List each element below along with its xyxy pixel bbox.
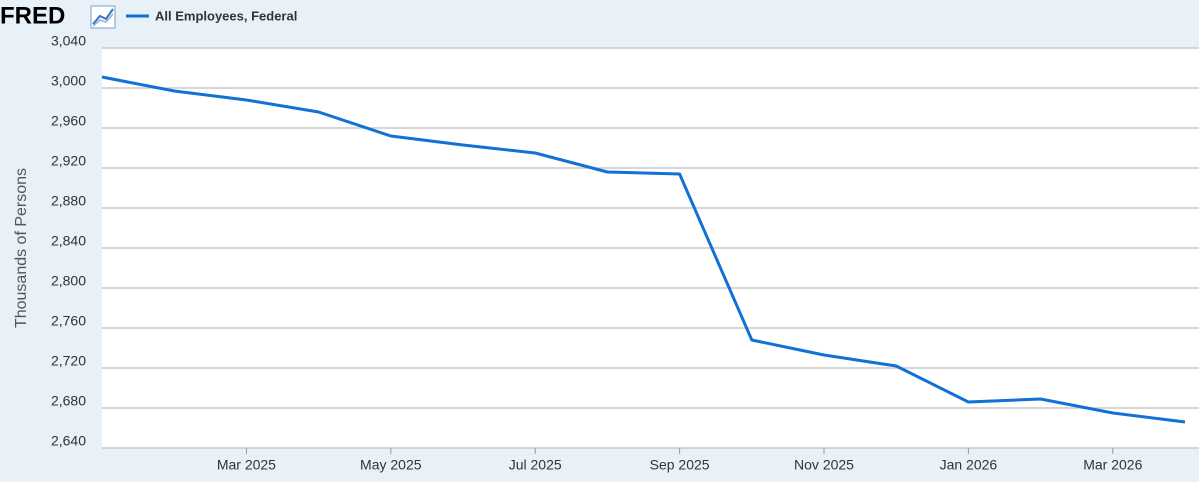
x-tick-label: Sep 2025 bbox=[650, 457, 710, 473]
y-tick-label: 2,640 bbox=[51, 433, 86, 449]
brand-logo: FRED bbox=[0, 2, 65, 29]
y-tick-label: 2,800 bbox=[51, 273, 86, 289]
legend-label: All Employees, Federal bbox=[155, 8, 297, 23]
x-tick-label: Nov 2025 bbox=[794, 457, 854, 473]
x-tick-label: Jan 2026 bbox=[940, 457, 998, 473]
y-tick-label: 3,000 bbox=[51, 73, 86, 89]
y-tick-label: 2,880 bbox=[51, 193, 86, 209]
y-tick-label: 2,680 bbox=[51, 393, 86, 409]
y-tick-label: 3,040 bbox=[51, 33, 86, 49]
y-tick-label: 2,840 bbox=[51, 233, 86, 249]
y-tick-label: 2,760 bbox=[51, 313, 86, 329]
series-line bbox=[101, 75, 1186, 424]
x-tick-label: Jul 2025 bbox=[509, 457, 562, 473]
x-tick-label: Mar 2026 bbox=[1083, 457, 1142, 473]
y-axis-label: Thousands of Persons bbox=[13, 168, 30, 328]
y-tick-label: 2,960 bbox=[51, 113, 86, 129]
y-tick-label: 2,720 bbox=[51, 353, 86, 369]
x-tick-label: May 2025 bbox=[360, 457, 422, 473]
x-tick-label: Mar 2025 bbox=[217, 457, 276, 473]
y-tick-label: 2,920 bbox=[51, 153, 86, 169]
logo-icon bbox=[90, 5, 116, 29]
